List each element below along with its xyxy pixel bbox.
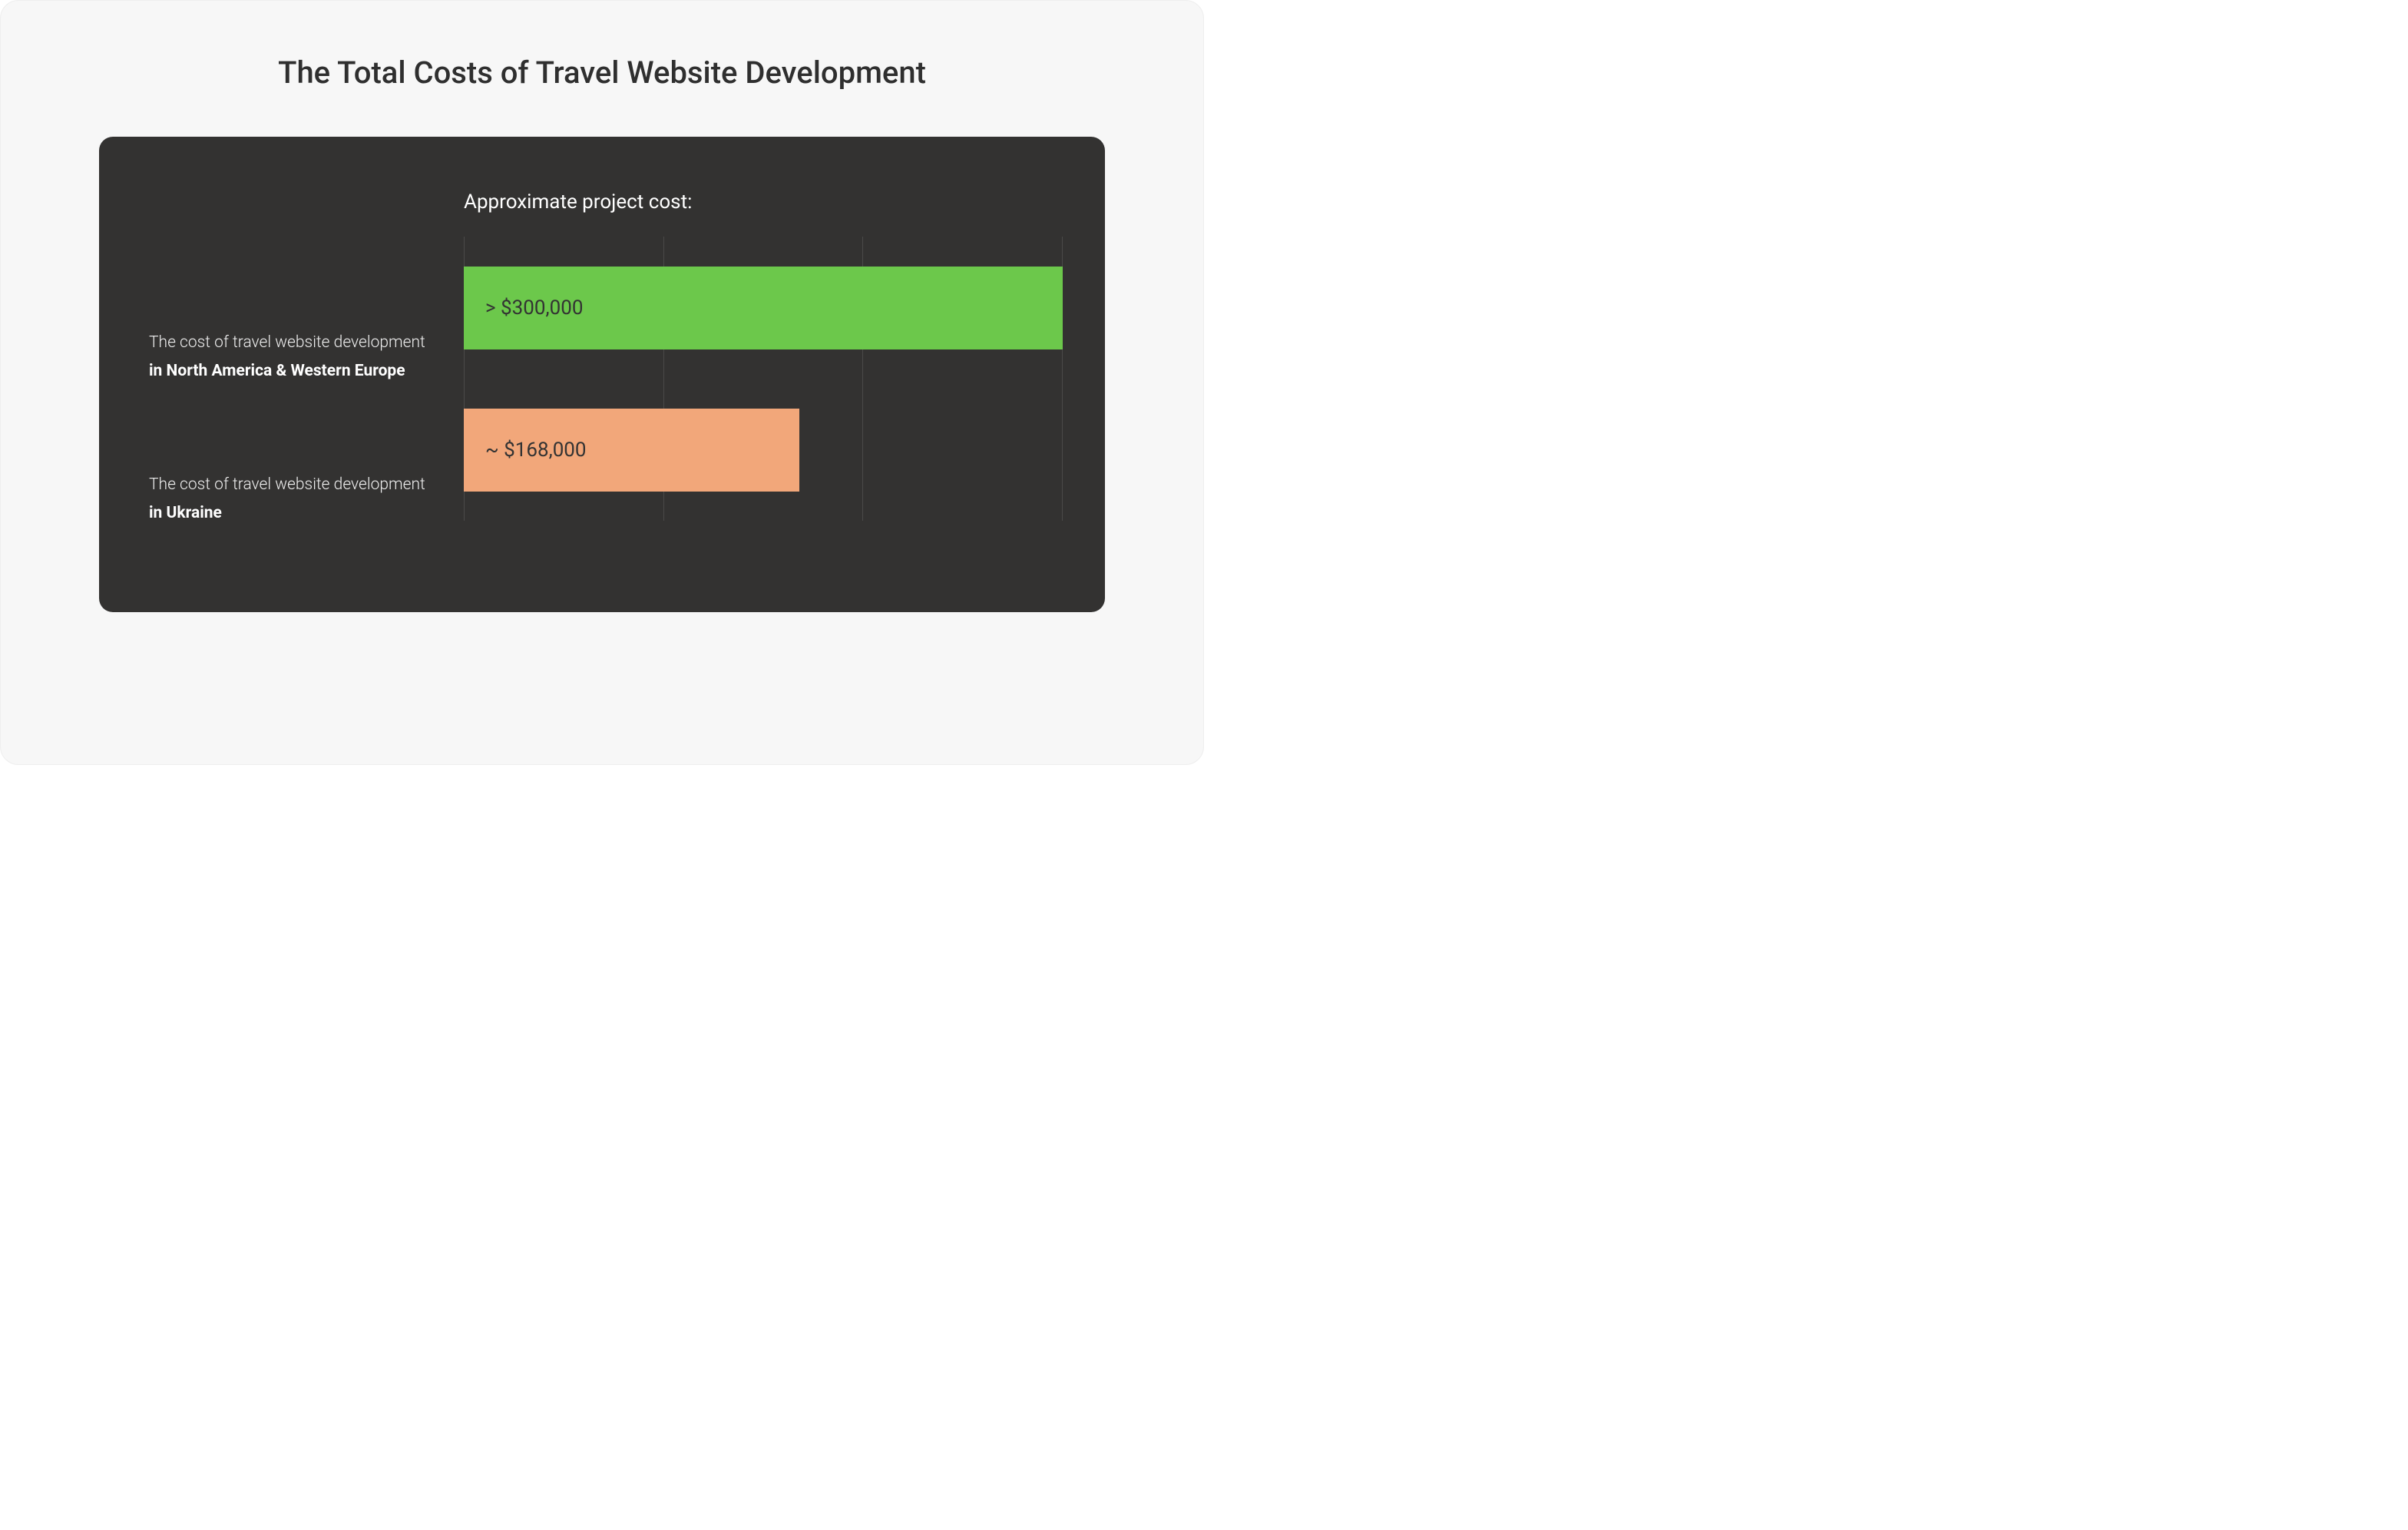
chart-header: Approximate project cost: — [464, 190, 1063, 214]
labels-header-spacer — [149, 190, 448, 238]
bar-row: ~ $168,000 — [464, 379, 1063, 521]
infographic-card: The Total Costs of Travel Website Develo… — [0, 0, 1204, 765]
chart-grid: The cost of travel website development i… — [149, 190, 1063, 570]
bar-value-label: > $300,000 — [485, 296, 583, 320]
chart-area: > $300,000 ~ $168,000 — [464, 237, 1063, 521]
chart-panel: The cost of travel website development i… — [99, 137, 1105, 612]
chart-bars: > $300,000 ~ $168,000 — [464, 237, 1063, 521]
row-label-prefix: The cost of travel website development — [149, 475, 425, 494]
chart-column: Approximate project cost: > $300,000 — [464, 190, 1063, 521]
page-title: The Total Costs of Travel Website Develo… — [278, 55, 926, 91]
bar-value-label: ~ $168,000 — [485, 439, 587, 462]
row-label-bold: in North America & Western Europe — [149, 362, 405, 380]
row-labels: The cost of travel website development i… — [149, 286, 448, 570]
row-label-prefix: The cost of travel website development — [149, 333, 425, 352]
row-label: The cost of travel website development i… — [149, 286, 448, 428]
row-label-bold: in Ukraine — [149, 504, 222, 522]
bar: > $300,000 — [464, 267, 1063, 349]
row-label: The cost of travel website development i… — [149, 428, 448, 570]
labels-column: The cost of travel website development i… — [149, 190, 448, 570]
bar-row: > $300,000 — [464, 237, 1063, 379]
bar: ~ $168,000 — [464, 409, 799, 492]
